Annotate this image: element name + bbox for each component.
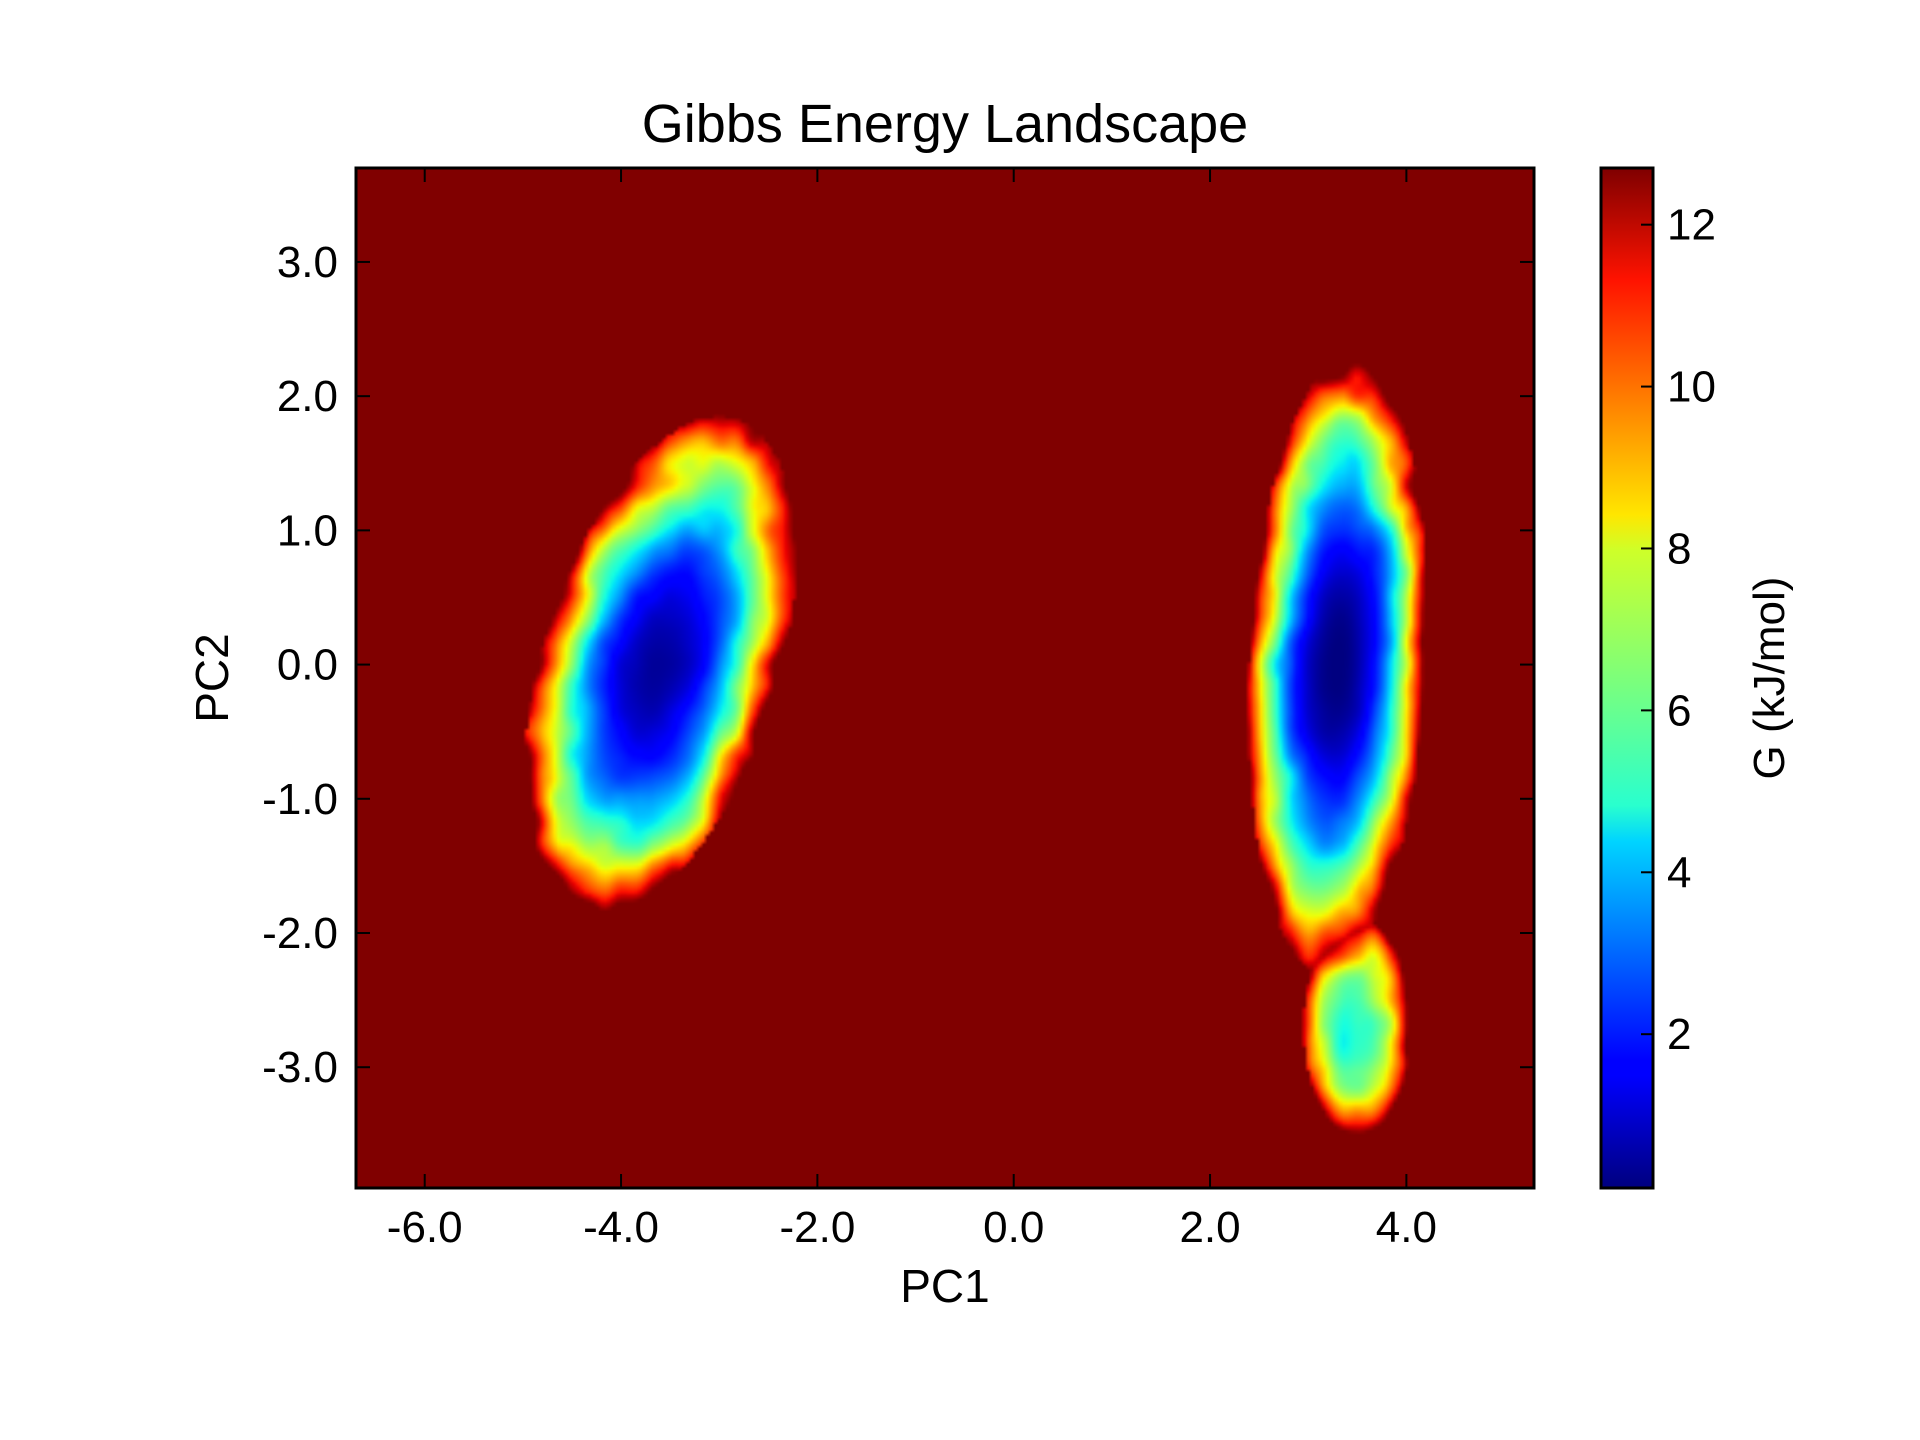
colorbar-tick-label: 6 [1667,686,1691,735]
y-tick-label: -1.0 [262,775,338,824]
y-tick-label: -3.0 [262,1043,338,1092]
y-tick-label: 1.0 [277,506,338,555]
chart-title: Gibbs Energy Landscape [642,94,1248,154]
x-tick-label: 2.0 [1179,1203,1240,1252]
x-tick-label: -6.0 [387,1203,463,1252]
x-axis-label: PC1 [900,1260,989,1312]
colorbar-tick-label: 10 [1667,363,1716,412]
colorbar-tick-label: 4 [1667,848,1691,897]
x-tick-label: 0.0 [983,1203,1044,1252]
colorbar-tick-label: 8 [1667,524,1691,573]
colorbar [1599,166,1655,1190]
x-axis-ticks: -6.0 -4.0 -2.0 0.0 2.0 4.0 [387,168,1437,1252]
y-tick-label: 0.0 [277,641,338,690]
y-axis-label: PC2 [186,633,238,722]
x-tick-label: -2.0 [779,1203,855,1252]
y-axis-ticks: 3.0 2.0 1.0 0.0 -1.0 -2.0 -3.0 [262,238,1534,1092]
plot-frame [354,166,1536,1190]
colorbar-label: G (kJ/mol) [1745,577,1794,780]
colorbar-ticks: 2 4 6 8 10 12 [1641,201,1716,1059]
y-tick-label: 2.0 [277,372,338,421]
heatmap-plot-area [356,168,1534,1188]
y-tick-label: -2.0 [262,909,338,958]
colorbar-tick-label: 12 [1667,201,1716,250]
y-tick-label: 3.0 [277,238,338,287]
x-tick-label: -4.0 [583,1203,659,1252]
colorbar-tick-label: 2 [1667,1010,1691,1059]
energy-heatmap-image [356,168,1534,1188]
x-tick-label: 4.0 [1376,1203,1437,1252]
